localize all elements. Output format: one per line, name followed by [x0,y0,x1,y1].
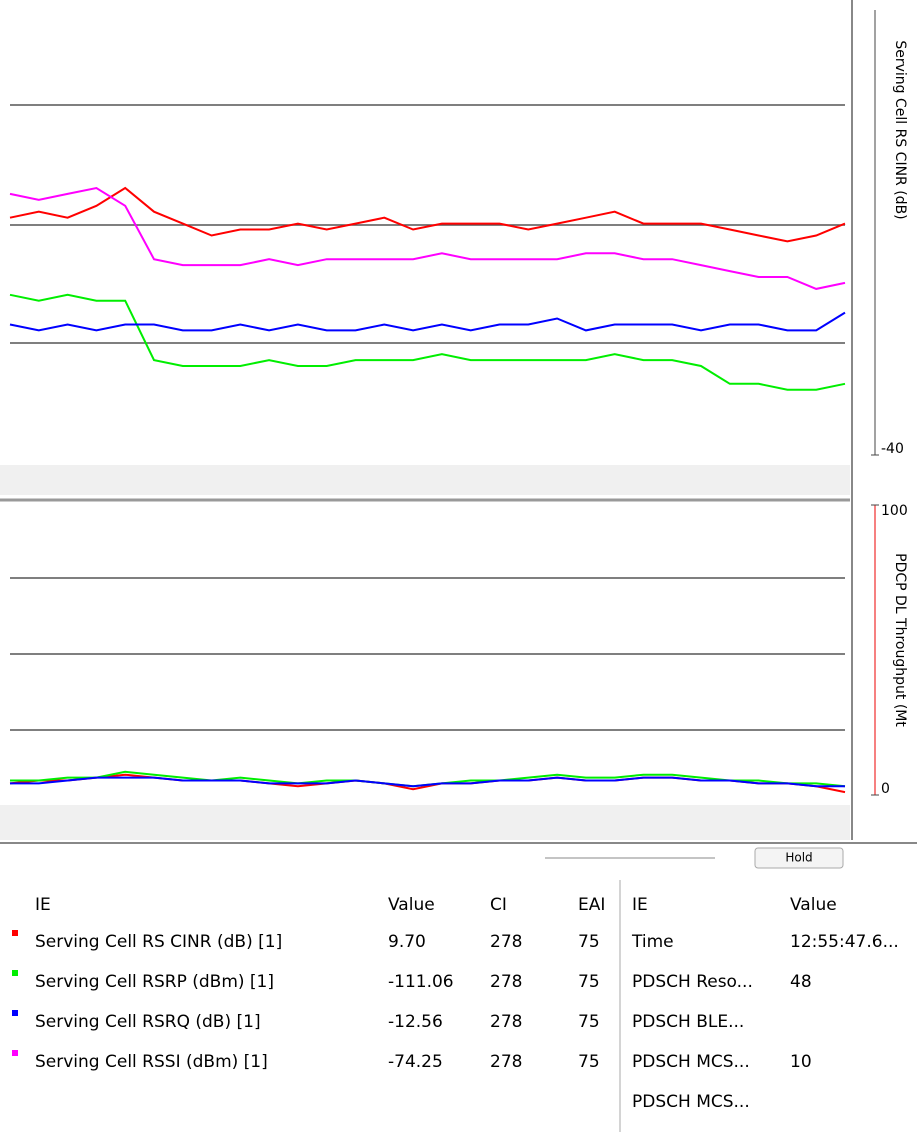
cell: 278 [490,1012,522,1032]
strip [0,805,850,840]
cell: PDSCH Reso... [632,972,753,992]
legend-swatch [12,1010,18,1016]
y-tick-label: 0 [881,781,890,797]
cell: 75 [578,972,600,992]
strip [0,465,850,495]
column-header: IE [35,895,51,915]
cell: -111.06 [388,972,454,992]
button-label[interactable]: Hold [785,851,812,865]
y-tick-label: 100 [881,503,908,519]
axis-title: Serving Cell RS CINR (dB) [892,40,908,219]
cell: PDSCH BLE... [632,1012,744,1032]
grid [10,104,845,731]
cell: Time [631,932,674,952]
column-header: CI [490,895,507,915]
cell: -12.56 [388,1012,443,1032]
cell: 10 [790,1052,812,1072]
column-header: Value [388,895,435,915]
legend-swatch [12,930,18,936]
trace [9,311,846,332]
column-header: Value [790,895,837,915]
cell: Serving Cell RSSI (dBm) [1] [35,1052,268,1072]
cell: Serving Cell RSRQ (dB) [1] [35,1012,261,1032]
axis-title: PDCP DL Throughput (Mt [892,553,908,727]
cell: Serving Cell RS CINR (dB) [1] [35,932,282,952]
trace [10,776,845,788]
hold-button[interactable] [754,847,844,869]
legend-swatch [12,970,18,976]
column-header: IE [632,895,648,915]
cell: 278 [490,972,522,992]
cell: 75 [578,1052,600,1072]
cell: PDSCH MCS... [632,1092,750,1112]
legend-swatch [12,1050,18,1056]
cell: -74.25 [388,1052,443,1072]
cell: 48 [790,972,812,992]
trace [9,186,846,243]
cell: 12:55:47.6... [790,932,899,952]
cell: Serving Cell RSRP (dBm) [1] [35,972,274,992]
trace [9,186,846,290]
trace [9,293,846,391]
cell: 75 [578,932,600,952]
cell: 278 [490,1052,522,1072]
cell: PDSCH MCS... [632,1052,750,1072]
cell: 9.70 [388,932,426,952]
y-tick-label: -40 [881,441,904,457]
column-header: EAI [578,895,605,915]
cell: 75 [578,1012,600,1032]
cell: 278 [490,932,522,952]
